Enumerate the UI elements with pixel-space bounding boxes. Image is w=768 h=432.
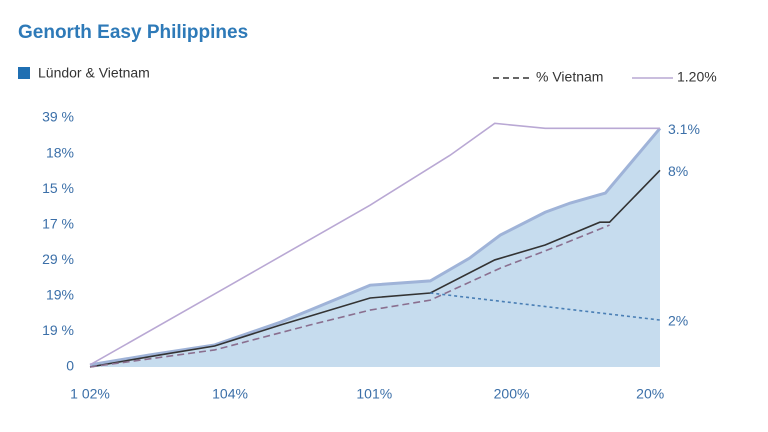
x-tick-label: 20% [636,386,664,402]
y-tick-label: 29 % [42,251,74,267]
y-tick-label: 19% [46,287,74,303]
x-tick-label: 101% [356,386,392,402]
line [89,169,661,368]
x-tick-label: 200% [494,386,530,402]
chart-title: Genorth Easy Philippines [18,22,248,43]
annotation: 8% [668,163,688,179]
x-tick-label: 1 02% [70,386,110,402]
line [89,122,660,366]
annotation: 3.1% [668,121,700,137]
y-tick-label: 39 % [42,109,74,125]
area [90,128,660,367]
legend-label: 1.20% [677,69,717,85]
y-tick-label: 15 % [42,180,74,196]
legend-label: % Vietnam [536,69,603,85]
y-tick-label: 0 [66,358,74,374]
x-tick-label: 104% [212,386,248,402]
line [89,224,610,368]
legend-swatch [18,67,30,79]
line [430,292,661,321]
y-tick-label: 19 % [42,322,74,338]
legend-label: Lündor & Vietnam [38,65,150,81]
annotation: 2% [668,313,688,329]
y-tick-label: 17 % [42,215,74,231]
y-tick-label: 18% [46,144,74,160]
area-line [89,127,662,367]
